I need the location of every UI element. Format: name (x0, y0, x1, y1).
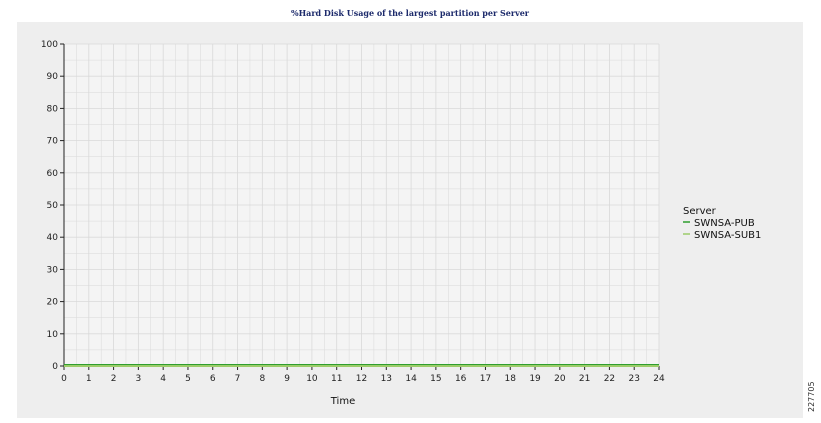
chart-title: %Hard Disk Usage of the largest partitio… (291, 8, 530, 18)
x-tick-label: 24 (653, 374, 665, 384)
x-tick-label: 13 (381, 374, 392, 384)
x-tick-label: 15 (430, 374, 441, 384)
x-tick-label: 19 (529, 374, 541, 384)
x-tick-label: 18 (505, 374, 517, 384)
y-tick-label: 40 (47, 233, 59, 243)
image-id-label: 227705 (807, 381, 816, 412)
y-tick-label: 20 (47, 298, 59, 308)
x-tick-label: 1 (86, 374, 92, 384)
y-tick-label: 0 (52, 362, 58, 372)
x-tick-label: 2 (111, 374, 117, 384)
legend-entry-swnsa-sub1: SWNSA-SUB1 (694, 230, 761, 241)
x-tick-label: 21 (579, 374, 590, 384)
x-tick-label: 23 (628, 374, 639, 384)
x-tick-label: 11 (331, 374, 342, 384)
x-tick-label: 20 (554, 374, 566, 384)
x-tick-label: 16 (455, 374, 467, 384)
series-lines (64, 364, 659, 367)
x-tick-label: 22 (604, 374, 615, 384)
x-tick-label: 7 (235, 374, 241, 384)
legend-entry-swnsa-pub: SWNSA-PUB (694, 218, 755, 229)
y-tick-label: 10 (47, 330, 59, 340)
x-tick-label: 17 (480, 374, 491, 384)
x-tick-label: 10 (306, 374, 318, 384)
x-tick-label: 8 (259, 374, 265, 384)
x-tick-label: 0 (61, 374, 67, 384)
x-tick-label: 3 (136, 374, 142, 384)
x-tick-label: 6 (210, 374, 216, 384)
x-tick-label: 4 (160, 374, 166, 384)
x-tick-label: 9 (284, 374, 290, 384)
y-tick-label: 90 (47, 72, 59, 82)
y-tick-label: 70 (47, 137, 59, 147)
y-tick-label: 50 (47, 201, 59, 211)
y-tick-label: 80 (47, 104, 59, 114)
y-tick-label: 30 (47, 265, 59, 275)
grid-lines (64, 43, 660, 366)
x-tick-label: 12 (356, 374, 367, 384)
x-axis-label: Time (330, 396, 355, 407)
x-tick-label: 5 (185, 374, 191, 384)
y-tick-label: 100 (41, 40, 58, 50)
legend-title: Server (683, 206, 717, 217)
x-tick-label: 14 (405, 374, 417, 384)
y-tick-label: 60 (47, 169, 59, 179)
legend: Server SWNSA-PUB SWNSA-SUB1 (683, 206, 761, 241)
